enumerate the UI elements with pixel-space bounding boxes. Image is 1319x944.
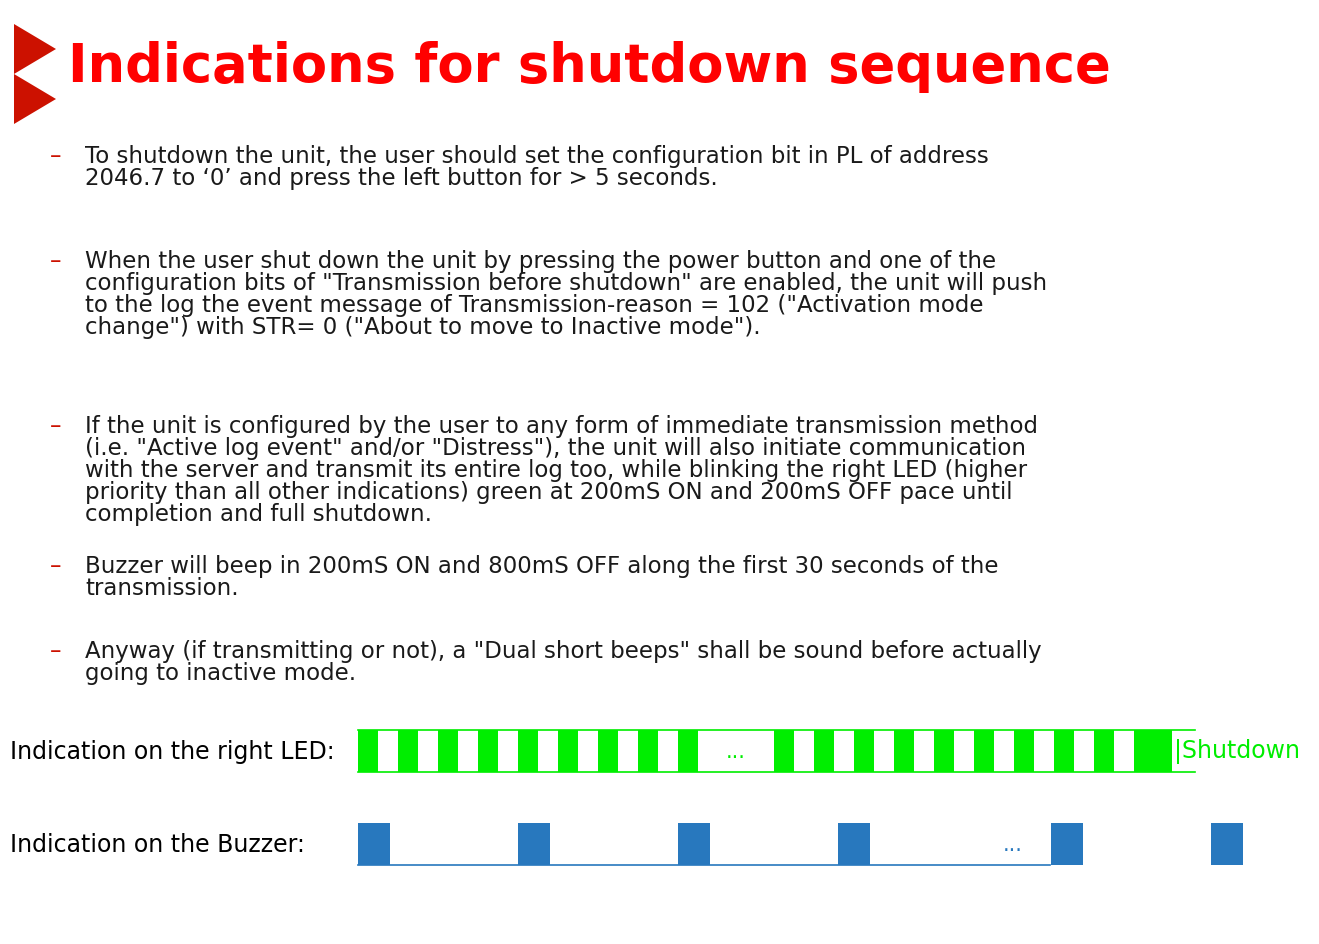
Text: –: – — [50, 250, 62, 273]
Text: 2046.7 to ‘0’ and press the left button for > 5 seconds.: 2046.7 to ‘0’ and press the left button … — [84, 167, 718, 190]
Text: configuration bits of "Transmission before shutdown" are enabled, the unit will : configuration bits of "Transmission befo… — [84, 272, 1047, 295]
Text: Buzzer will beep in 200mS ON and 800mS OFF along the first 30 seconds of the: Buzzer will beep in 200mS ON and 800mS O… — [84, 554, 998, 578]
Bar — [1014, 731, 1034, 772]
Text: –: – — [50, 414, 62, 437]
Bar — [398, 731, 418, 772]
Text: –: – — [50, 144, 62, 168]
Bar — [1211, 823, 1242, 865]
Bar — [853, 731, 874, 772]
Text: (i.e. "Active log event" and/or "Distress"), the unit will also initiate communi: (i.e. "Active log event" and/or "Distres… — [84, 436, 1026, 460]
Bar — [973, 731, 995, 772]
Bar — [814, 731, 834, 772]
Text: Indications for shutdown sequence: Indications for shutdown sequence — [69, 41, 1111, 93]
Text: to the log the event message of Transmission-reason = 102 ("Activation mode: to the log the event message of Transmis… — [84, 294, 984, 316]
Bar — [678, 823, 710, 865]
Bar — [838, 823, 871, 865]
Text: When the user shut down the unit by pressing the power button and one of the: When the user shut down the unit by pres… — [84, 250, 996, 273]
Text: change") with STR= 0 ("About to move to Inactive mode").: change") with STR= 0 ("About to move to … — [84, 315, 761, 339]
Text: –: – — [50, 554, 62, 578]
Bar — [934, 731, 954, 772]
Text: going to inactive mode.: going to inactive mode. — [84, 662, 356, 684]
Bar — [518, 731, 538, 772]
Text: completion and full shutdown.: completion and full shutdown. — [84, 502, 433, 526]
Bar — [357, 731, 379, 772]
Text: ...: ... — [1002, 834, 1022, 854]
Text: Anyway (if transmitting or not), a "Dual short beeps" shall be sound before actu: Anyway (if transmitting or not), a "Dual… — [84, 639, 1042, 663]
Bar — [598, 731, 619, 772]
Text: Indication on the right LED:: Indication on the right LED: — [11, 739, 335, 763]
Bar — [477, 731, 499, 772]
Text: –: – — [50, 639, 62, 663]
Bar — [678, 731, 698, 772]
Text: priority than all other indications) green at 200mS ON and 200mS OFF pace until: priority than all other indications) gre… — [84, 480, 1013, 503]
Text: |Shutdown: |Shutdown — [1174, 739, 1301, 764]
Polygon shape — [15, 75, 55, 125]
Bar — [774, 731, 794, 772]
Bar — [638, 731, 658, 772]
Bar — [1134, 731, 1173, 772]
Text: transmission.: transmission. — [84, 577, 239, 599]
Polygon shape — [15, 25, 55, 75]
Bar — [357, 823, 390, 865]
Bar — [558, 731, 578, 772]
Bar — [1093, 731, 1115, 772]
Text: Indication on the Buzzer:: Indication on the Buzzer: — [11, 832, 305, 856]
Text: ...: ... — [725, 741, 745, 761]
Bar — [894, 731, 914, 772]
Bar — [518, 823, 550, 865]
Bar — [1054, 731, 1074, 772]
Text: To shutdown the unit, the user should set the configuration bit in PL of address: To shutdown the unit, the user should se… — [84, 144, 989, 168]
Bar — [1051, 823, 1083, 865]
Text: If the unit is configured by the user to any form of immediate transmission meth: If the unit is configured by the user to… — [84, 414, 1038, 437]
Text: with the server and transmit its entire log too, while blinking the right LED (h: with the server and transmit its entire … — [84, 459, 1028, 481]
Bar — [438, 731, 458, 772]
